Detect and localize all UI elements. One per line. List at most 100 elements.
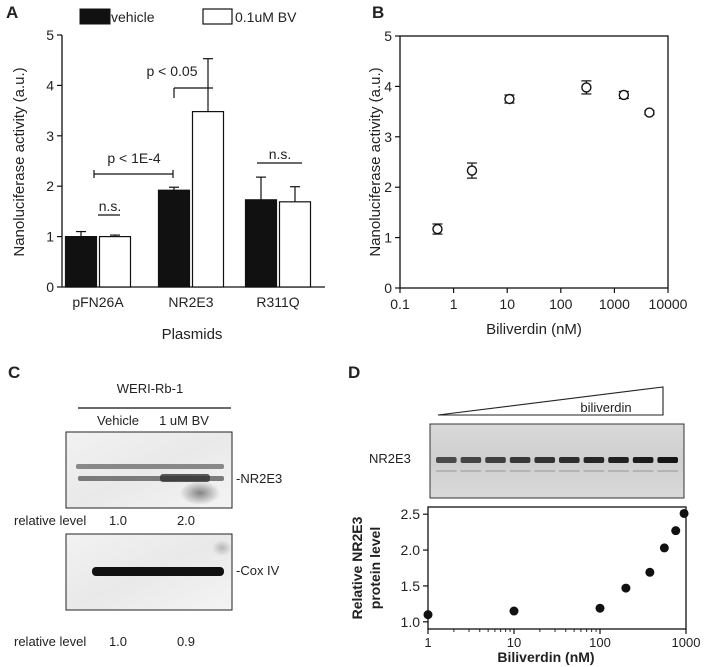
x-tick-label: NR2E3 bbox=[168, 294, 213, 310]
data-point bbox=[644, 107, 655, 118]
data-point bbox=[618, 89, 630, 101]
data-point bbox=[432, 223, 443, 235]
bar-vehicle bbox=[244, 199, 278, 288]
panel-d-y-ticks: 1.0 1.5 2.0 2.5 bbox=[401, 506, 428, 630]
panel-label-d: D bbox=[348, 363, 360, 382]
band-lane bbox=[436, 457, 457, 463]
relative-level-bv-2: 0.9 bbox=[177, 634, 195, 649]
gradient-label: biliverdin bbox=[580, 400, 631, 415]
y-tick-label: 2 bbox=[384, 179, 392, 195]
y-tick-label: 5 bbox=[384, 28, 392, 44]
legend-label-vehicle: vehicle bbox=[111, 9, 155, 25]
band-faint bbox=[436, 470, 457, 472]
relative-level-vehicle-2: 1.0 bbox=[109, 634, 127, 649]
band-faint bbox=[657, 470, 678, 472]
biliverdin-gradient-wedge bbox=[437, 386, 664, 416]
x-tick-label: 1 bbox=[450, 296, 458, 312]
bar-bv bbox=[191, 111, 225, 288]
band-nr2e3-bv bbox=[160, 474, 210, 482]
y-tick-label: 4 bbox=[384, 78, 392, 94]
open-circle-marker bbox=[504, 93, 515, 105]
y-tick-label: 4 bbox=[46, 77, 54, 93]
x-tick-label: 100 bbox=[549, 296, 573, 312]
x-tick-label: pFN26A bbox=[72, 294, 124, 310]
cell-line-label: WERI-Rb-1 bbox=[117, 381, 183, 396]
sig-label-pfn26a: n.s. bbox=[99, 198, 122, 214]
panel-a-bars bbox=[64, 58, 312, 288]
open-circle-marker bbox=[581, 82, 592, 93]
band-faint bbox=[485, 470, 506, 472]
panel-d-points bbox=[423, 508, 689, 620]
y-tick-label: 3 bbox=[384, 129, 392, 145]
bar-bv bbox=[278, 201, 312, 288]
panel-a-x-ticks: pFN26A NR2E3 R311Q bbox=[72, 294, 299, 310]
y-tick-label: 0 bbox=[384, 280, 392, 296]
panel-b-y-label: Nanoluciferase activity (a.u.) bbox=[367, 67, 384, 256]
legend-swatch-bv bbox=[202, 8, 233, 25]
open-circle-marker bbox=[432, 223, 443, 235]
y-tick-label: 3 bbox=[46, 128, 54, 144]
y-tick-label: 0 bbox=[46, 279, 54, 295]
data-point bbox=[504, 93, 515, 105]
x-tick-label: 10000 bbox=[649, 296, 688, 312]
band-faint bbox=[534, 470, 555, 472]
open-circle-marker bbox=[618, 89, 630, 101]
y-tick-label: 5 bbox=[46, 27, 54, 43]
relative-level-label-1: relative level bbox=[14, 513, 86, 528]
y-tick-label: 1.5 bbox=[401, 578, 421, 594]
panel-a-bar-chart: vehicle 0.1uM BV 0 1 2 3 4 5 pFN26A NR2E3 R311Q… bbox=[11, 8, 325, 343]
panel-b-x-ticks: 0.1 1 10 100 1000 10000 bbox=[390, 288, 688, 312]
panel-d-y-label-line1: Relative NR2E3 bbox=[349, 516, 365, 619]
y-tick-label: 1.0 bbox=[401, 614, 421, 630]
panel-b-points bbox=[432, 80, 655, 235]
x-tick-label: 10 bbox=[507, 635, 521, 650]
band-lane bbox=[509, 457, 531, 463]
band-faint bbox=[460, 470, 482, 472]
band-faint bbox=[509, 470, 531, 472]
x-tick-label: 1000 bbox=[672, 635, 701, 650]
sig-label-between: p < 1E-4 bbox=[107, 150, 161, 166]
x-tick-label: 100 bbox=[589, 635, 611, 650]
band-faint bbox=[559, 470, 580, 472]
bar-vehicle bbox=[157, 189, 191, 288]
y-tick-label: 1 bbox=[384, 230, 392, 246]
panel-a-legend: vehicle 0.1uM BV bbox=[79, 8, 297, 25]
panel-d: biliverdin NR2E3 1.0 1.5 2.0 2.5 1 10 100 1000… bbox=[349, 386, 700, 665]
x-tick-label: 0.1 bbox=[390, 296, 410, 312]
blot-d-bands bbox=[436, 457, 678, 472]
band-lane bbox=[559, 457, 580, 463]
band-faint bbox=[583, 470, 605, 472]
open-circle-marker bbox=[644, 107, 655, 118]
panel-d-x-ticks: 1 10 100 1000 bbox=[424, 629, 700, 650]
blot-label-cox-iv: -Cox IV bbox=[236, 563, 280, 578]
band-cox-iv bbox=[92, 567, 224, 576]
filled-circle-marker bbox=[621, 583, 631, 593]
blot-cox-iv-bands bbox=[92, 540, 232, 576]
panel-b-frame bbox=[399, 35, 669, 289]
x-tick-label: 1 bbox=[424, 635, 431, 650]
filled-circle-marker bbox=[671, 526, 681, 536]
x-tick-label: 1000 bbox=[599, 296, 630, 312]
lane-label-bv: 1 uM BV bbox=[159, 413, 209, 428]
blot-cox-smudge bbox=[212, 540, 232, 556]
y-tick-label: 1 bbox=[46, 229, 54, 245]
panel-label-c: C bbox=[8, 363, 20, 382]
band-faint bbox=[608, 470, 629, 472]
panel-a-x-label: Plasmids bbox=[162, 326, 223, 343]
relative-level-bv-1: 2.0 bbox=[177, 513, 195, 528]
panel-label-a: A bbox=[6, 3, 18, 22]
sig-label-r311q: n.s. bbox=[269, 146, 292, 162]
relative-level-vehicle-1: 1.0 bbox=[109, 513, 127, 528]
band-lane bbox=[485, 457, 506, 463]
band-lane bbox=[583, 457, 605, 463]
panel-c-western-blot: WERI-Rb-1 Vehicle 1 uM BV -NR2E3 relativ… bbox=[14, 381, 282, 649]
band-lane bbox=[534, 457, 555, 463]
filled-circle-marker bbox=[679, 508, 689, 518]
blot-nr2e3-bands bbox=[76, 464, 224, 505]
panel-d-y-label-line2: protein level bbox=[367, 527, 383, 609]
blot-smudge bbox=[180, 481, 220, 505]
open-circle-marker bbox=[466, 165, 478, 176]
relative-level-label-2: relative level bbox=[14, 634, 86, 649]
panel-a-y-label: Nanoluciferase activity (a.u.) bbox=[11, 67, 28, 256]
